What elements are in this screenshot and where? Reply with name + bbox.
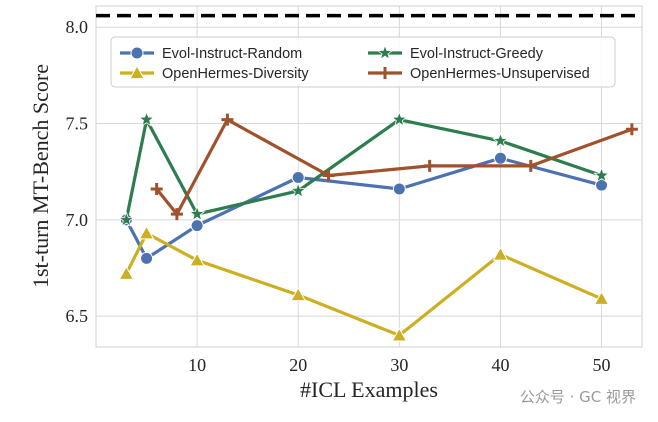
data-point xyxy=(492,246,509,261)
y-tick-label: 6.5 xyxy=(66,306,89,326)
data-point xyxy=(189,252,205,267)
legend-box xyxy=(110,36,616,88)
data-point xyxy=(291,170,305,184)
y-tick-labels: 6.5 7.0 7.5 8.0 xyxy=(66,17,89,326)
x-tick-label: 30 xyxy=(390,355,408,375)
data-point xyxy=(129,64,145,80)
data-point xyxy=(423,159,436,172)
y-tick-label: 7.5 xyxy=(66,114,89,134)
data-point xyxy=(392,182,406,196)
x-tick-labels: 10 20 30 40 50 xyxy=(188,355,610,375)
series-layer xyxy=(118,111,638,342)
data-point xyxy=(593,290,610,305)
data-point xyxy=(188,205,206,222)
data-point xyxy=(118,211,135,227)
x-tick-label: 20 xyxy=(289,355,307,375)
data-point xyxy=(391,327,408,342)
data-point xyxy=(593,166,610,183)
legend-label: Evol-Instruct-Greedy xyxy=(410,46,544,62)
legend-label: OpenHermes-Diversity xyxy=(162,66,309,82)
data-point xyxy=(625,123,638,136)
data-point xyxy=(290,286,307,302)
data-point xyxy=(290,182,307,198)
data-point xyxy=(140,251,154,265)
series-evol-instruct-greedy xyxy=(118,111,610,227)
data-point xyxy=(322,169,335,182)
data-point xyxy=(379,67,391,79)
legend-item: Evol-Instruct-Random xyxy=(120,46,302,62)
data-point xyxy=(493,151,507,165)
y-tick-label: 7.0 xyxy=(66,210,89,230)
x-axis-label: #ICL Examples xyxy=(300,377,438,402)
data-point xyxy=(376,44,394,60)
data-point xyxy=(118,265,135,280)
data-point xyxy=(138,225,155,240)
legend-item: OpenHermes-Diversity xyxy=(120,64,309,82)
x-tick-label: 10 xyxy=(188,355,206,375)
data-point xyxy=(150,183,163,196)
data-point xyxy=(492,132,509,148)
data-point xyxy=(190,219,204,233)
data-point xyxy=(170,208,183,221)
legend: Evol-Instruct-Random OpenHermes-Diversity… xyxy=(110,36,616,88)
data-point xyxy=(524,159,537,172)
y-axis-label: 1st-turn MT-Bench Score xyxy=(28,64,53,288)
legend-label: Evol-Instruct-Random xyxy=(162,46,302,62)
data-point xyxy=(391,111,408,127)
x-tick-label: 40 xyxy=(491,355,509,375)
x-tick-label: 50 xyxy=(593,355,611,375)
y-tick-label: 8.0 xyxy=(66,17,89,37)
legend-item: Evol-Instruct-Greedy xyxy=(368,44,544,62)
watermark: 公众号 · GC 视界 xyxy=(520,388,636,406)
series-openhermes-diversity xyxy=(118,225,610,342)
data-point xyxy=(221,113,234,126)
legend-item: OpenHermes-Unsupervised xyxy=(368,66,590,82)
legend-label: OpenHermes-Unsupervised xyxy=(410,66,590,82)
data-point xyxy=(138,111,155,127)
data-point xyxy=(130,46,144,60)
series-openhermes-unsupervised xyxy=(150,113,638,221)
